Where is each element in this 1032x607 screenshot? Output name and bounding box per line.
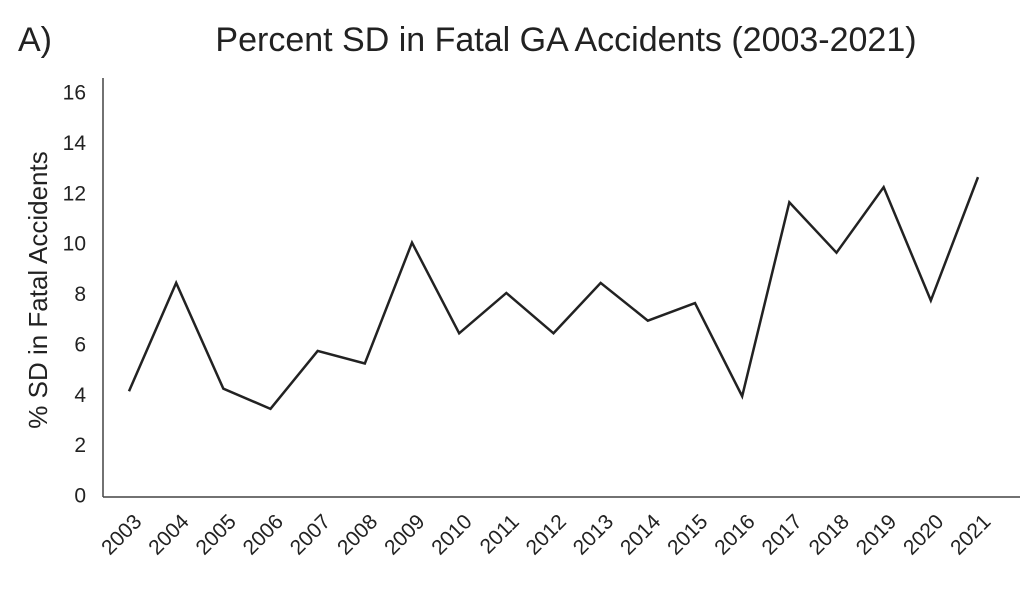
- x-tick-label: 2012: [522, 510, 571, 559]
- x-tick-label: 2017: [757, 510, 806, 559]
- x-tick-label: 2014: [616, 510, 666, 560]
- y-axis-label: % SD in Fatal Accidents: [23, 151, 53, 428]
- y-tick-label: 2: [74, 434, 86, 457]
- x-tick-label: 2008: [333, 510, 382, 559]
- x-tick-label: 2016: [710, 510, 759, 559]
- x-tick-label: 2015: [663, 510, 712, 559]
- y-tick-label: 4: [74, 384, 86, 407]
- x-tick-label: 2021: [946, 510, 995, 559]
- x-tick-label: 2003: [97, 510, 146, 559]
- chart-title: Percent SD in Fatal GA Accidents (2003-2…: [215, 21, 916, 59]
- y-tick-label: 12: [63, 182, 86, 205]
- x-tick-label: 2009: [380, 510, 429, 559]
- x-tick-label: 2019: [852, 510, 901, 559]
- x-tick-label: 2004: [144, 510, 194, 560]
- y-tick-label: 16: [63, 82, 86, 105]
- panel-label: A): [18, 21, 52, 59]
- x-tick-label: 2018: [805, 510, 854, 559]
- x-tick-label: 2011: [476, 510, 524, 558]
- x-tick-label: 2020: [899, 510, 948, 559]
- x-tick-label: 2010: [427, 510, 476, 559]
- y-tick-label: 10: [63, 233, 86, 256]
- x-tick-label: 2006: [239, 510, 288, 559]
- y-tick-label: 0: [74, 485, 86, 508]
- y-tick-label: 14: [63, 132, 87, 155]
- x-tick-label: 2007: [286, 510, 335, 559]
- x-tick-label: 2005: [191, 510, 240, 559]
- x-tick-label: 2013: [569, 510, 618, 559]
- line: [127, 176, 980, 411]
- y-tick-label: 8: [74, 283, 86, 306]
- y-tick-label: 6: [74, 333, 86, 356]
